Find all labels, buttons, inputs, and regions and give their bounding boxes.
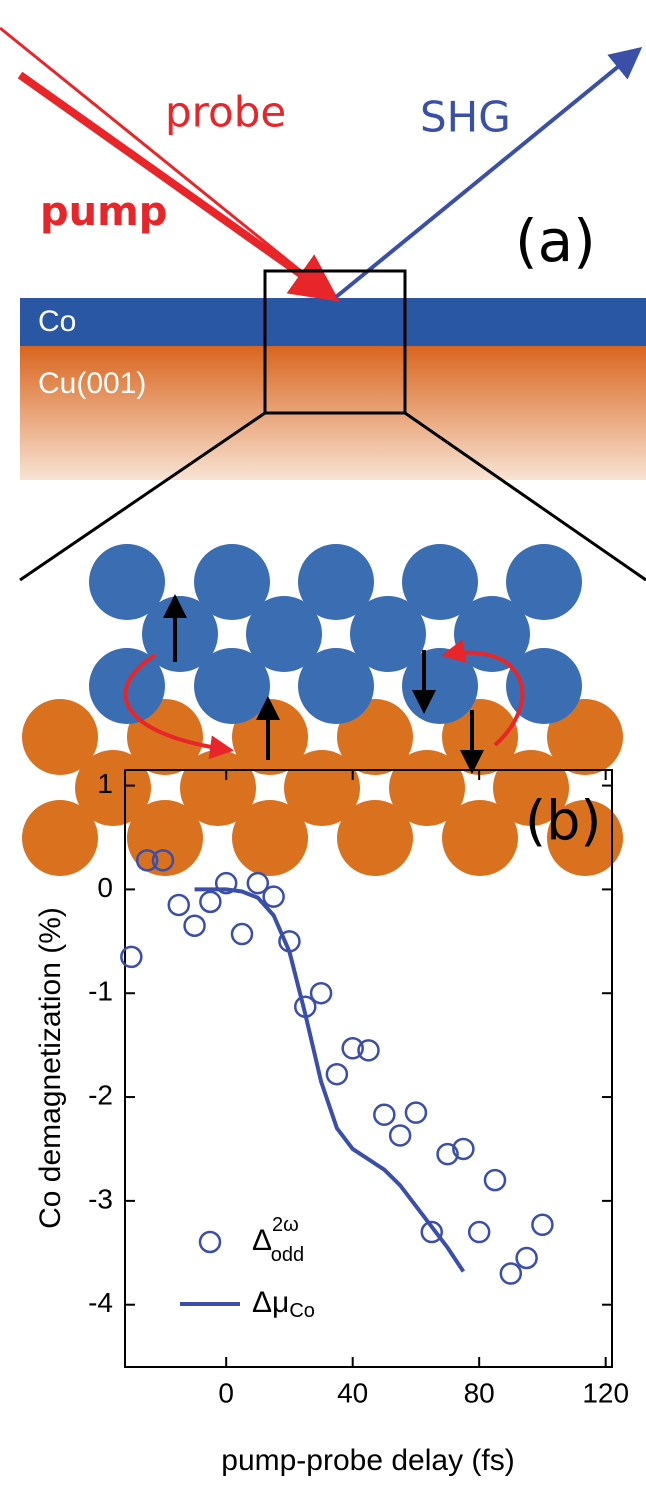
data-point — [406, 1103, 426, 1123]
y-tick-label: 0 — [97, 872, 113, 903]
label: Cu(001) — [38, 367, 146, 400]
data-point — [232, 924, 252, 944]
data-point — [469, 1222, 489, 1242]
label: SHG — [420, 93, 511, 142]
co-atoms — [89, 544, 582, 724]
plot: (b) pump-probe delay (fs) Co demagnetiza… — [34, 768, 629, 1477]
legend-name: Δ — [252, 1224, 272, 1257]
legend-name: Δμ — [252, 1286, 289, 1319]
x-tick-label: 80 — [464, 1377, 495, 1408]
diagram: probe SHG pump (a) Co Cu(001) — [0, 28, 646, 876]
x-tick-label: 0 — [218, 1377, 234, 1408]
legend-sup: 2ω — [272, 1214, 299, 1236]
data-point — [532, 1215, 552, 1235]
panel-label: (a) — [515, 207, 596, 275]
y-tick-label: -1 — [88, 976, 113, 1007]
y-tick-label: -3 — [88, 1183, 113, 1214]
data-point — [200, 892, 220, 912]
figure: probe SHG pump (a) Co Cu(001) (b) pump-p… — [0, 0, 646, 1489]
legend-sub: odd — [271, 1244, 304, 1266]
data-point — [311, 983, 331, 1003]
x-tick-label: 40 — [337, 1377, 368, 1408]
data-point — [501, 1264, 521, 1284]
panel-label: (b) — [525, 790, 601, 853]
data-point — [327, 1064, 347, 1084]
y-tick-label: -4 — [88, 1287, 113, 1318]
data-point — [185, 916, 205, 936]
data-point — [517, 1248, 537, 1268]
data-point — [264, 887, 284, 907]
y-tick-label: -2 — [88, 1079, 113, 1110]
y-tick-label: 1 — [97, 768, 113, 799]
label: Co — [38, 305, 76, 338]
legend-label: ΔμCo — [252, 1286, 315, 1322]
data-point — [374, 1105, 394, 1125]
y-axis-label: Co demagnetization (%) — [34, 907, 67, 1229]
data-point — [390, 1125, 410, 1145]
data-point — [485, 1170, 505, 1190]
probe-beam — [0, 28, 333, 297]
x-axis-label: pump-probe delay (fs) — [221, 1444, 514, 1477]
legend-sub: Co — [289, 1300, 315, 1322]
label: probe — [165, 88, 286, 137]
co-layer — [20, 298, 646, 346]
label: pump — [40, 189, 167, 235]
legend-label: Δ2ω odd — [252, 1214, 304, 1266]
data-point — [169, 895, 189, 915]
x-tick-label: 120 — [582, 1377, 629, 1408]
legend-marker — [200, 1232, 220, 1252]
